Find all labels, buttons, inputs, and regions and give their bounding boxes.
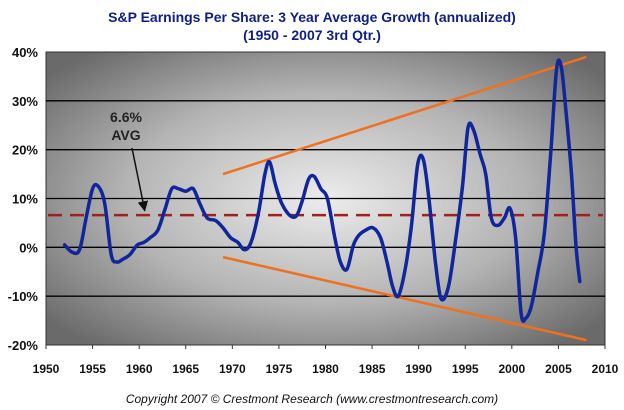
y-tick-label: 30% [12,94,38,109]
x-tick-label: 1980 [312,362,339,376]
x-tick-label: 2010 [592,362,619,376]
y-tick-label: 10% [12,192,38,207]
annotation-value: 6.6% [110,109,142,125]
y-tick-label: -20% [8,338,39,353]
x-tick-label: 1955 [79,362,106,376]
x-tick-label: 1985 [359,362,386,376]
x-tick-label: 1990 [405,362,432,376]
x-tick-label: 2005 [545,362,572,376]
chart-subtitle: (1950 - 2007 3rd Qtr.) [243,27,381,43]
y-tick-label: -10% [8,289,39,304]
avg-annotation: 6.6% AVG [110,109,149,212]
x-tick-label: 1995 [452,362,479,376]
x-axis-ticks: 1950 1955 1960 1965 1970 1975 1980 1985 1990 1995… [33,345,619,376]
chart-title: S&P Earnings Per Share: 3 Year Average G… [108,9,516,25]
series-line-eps-growth [62,58,582,323]
y-axis-ticks: -20% -10% 0% 10% 20% 30% 40% [8,45,39,353]
x-tick-label: 1950 [33,362,60,376]
x-tick-label: 1960 [126,362,153,376]
x-tick-label: 2000 [498,362,525,376]
x-tick-label: 1970 [219,362,246,376]
trend-line [222,255,587,342]
annotation-label: AVG [111,127,140,143]
trend-line [222,55,587,176]
annotation-arrow [131,147,149,212]
y-tick-label: 40% [12,45,38,60]
copyright-footer: Copyright 2007 © Crestmont Research (www… [125,392,499,406]
x-tick-label: 1965 [172,362,199,376]
gridlines [46,100,605,297]
y-tick-label: 20% [12,143,38,158]
y-tick-label: 0% [19,240,38,255]
trend-lines [222,55,587,342]
x-tick-label: 1975 [266,362,293,376]
